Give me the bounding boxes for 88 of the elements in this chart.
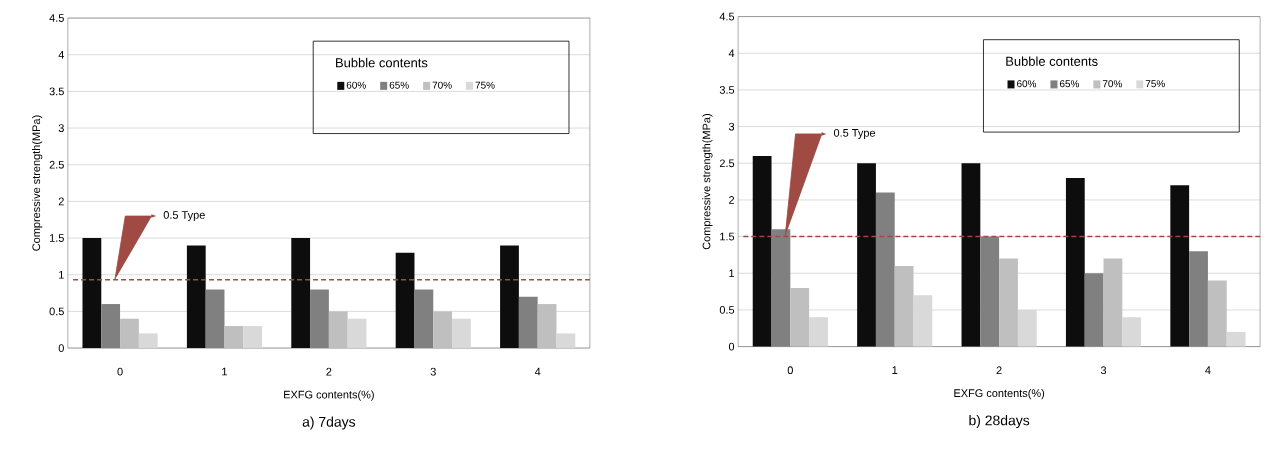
y-tick-label: 3.5 (719, 86, 735, 94)
bar (961, 163, 981, 347)
y-axis-title: Compressive strength(MPa) (32, 115, 43, 251)
x-tick-label: 1 (892, 366, 898, 374)
bar (809, 317, 828, 347)
y-axis-title: Compressive strength(MPa) (702, 114, 713, 250)
text: a) 7days (302, 416, 356, 430)
bar (790, 287, 810, 347)
legend-title: Bubble contents (336, 57, 428, 68)
bar (1103, 258, 1123, 347)
bar (138, 333, 158, 349)
legend-label: 70% (432, 81, 452, 89)
y-tick-label: 1.5 (49, 234, 64, 242)
x-tick-label: 0 (787, 366, 793, 375)
x-tick-label: 3 (430, 367, 436, 376)
bar (310, 289, 329, 349)
legend-label: 75% (475, 81, 495, 89)
y-tick-label: 2.5 (719, 159, 735, 168)
y-tick-label: 3 (58, 124, 64, 132)
bar (913, 295, 933, 347)
x-tick-label: 0 (117, 367, 123, 376)
bar (1189, 251, 1208, 347)
x-axis-title: EXFG contents(%) (954, 388, 1045, 400)
bar (556, 333, 576, 349)
bar (500, 245, 519, 349)
bar (243, 326, 263, 349)
bar (1207, 280, 1227, 347)
y-tick-label: 4 (728, 49, 735, 58)
y-tick-label: 1.5 (720, 232, 735, 241)
bar (980, 236, 1000, 347)
bar (224, 326, 244, 349)
x-axis-title: EXFG contents(%) (284, 390, 374, 401)
x-tick-label: 4 (534, 367, 541, 376)
legend-label: 65% (1059, 80, 1080, 88)
y-tick-label: 3 (728, 122, 735, 131)
bar (752, 155, 772, 347)
bar (291, 238, 311, 349)
text: b) 28days (969, 415, 1030, 429)
y-tick-label: 4 (58, 50, 65, 59)
bar (999, 258, 1018, 347)
bar (452, 318, 471, 349)
bar (1170, 185, 1190, 347)
bar (1017, 309, 1037, 347)
legend-label: 65% (389, 81, 409, 89)
y-tick-label: 2 (58, 197, 64, 206)
bar (414, 289, 434, 349)
bar (205, 289, 225, 349)
y-tick-label: 2.5 (49, 160, 64, 169)
bar (771, 229, 791, 347)
y-tick-label: 0.5 (49, 307, 64, 316)
legend-label: 0.5 Type (833, 128, 876, 139)
y-tick-label: 1 (729, 269, 735, 278)
legend-label: 75% (1145, 80, 1165, 88)
bar (328, 311, 348, 349)
bar (1084, 273, 1104, 347)
x-tick-label: 2 (326, 367, 332, 376)
legend-label: 70% (1102, 80, 1122, 88)
bar (101, 304, 121, 349)
x-tick-label: 1 (222, 367, 227, 376)
y-tick-label: 0 (58, 344, 64, 352)
bar (857, 163, 876, 347)
bar (1122, 317, 1142, 347)
y-tick-label: 0 (728, 342, 735, 351)
y-tick-label: 4.5 (719, 12, 735, 21)
bar (433, 311, 453, 349)
legend-label: 60% (1017, 80, 1037, 88)
y-tick-label: 4.5 (49, 14, 64, 22)
y-tick-label: 0.5 (719, 306, 735, 314)
bar (518, 296, 538, 349)
bar (82, 238, 102, 349)
legend-title: Bubble contents (1006, 56, 1098, 66)
bar (347, 318, 367, 349)
bar (395, 252, 415, 349)
x-tick-label: 4 (1205, 366, 1211, 374)
bar (894, 265, 914, 347)
y-tick-label: 2 (729, 196, 735, 204)
bar (537, 304, 557, 349)
bar (875, 192, 895, 347)
legend-label: 0.5 Type (163, 211, 205, 222)
bar (1226, 331, 1246, 347)
x-tick-label: 2 (996, 366, 1002, 375)
y-tick-label: 1 (59, 270, 64, 279)
bar (120, 318, 139, 349)
legend-label: 60% (346, 81, 366, 89)
x-tick-label: 3 (1100, 366, 1107, 375)
bar (1065, 177, 1085, 347)
bar (186, 245, 206, 349)
y-tick-label: 3.5 (49, 87, 64, 96)
